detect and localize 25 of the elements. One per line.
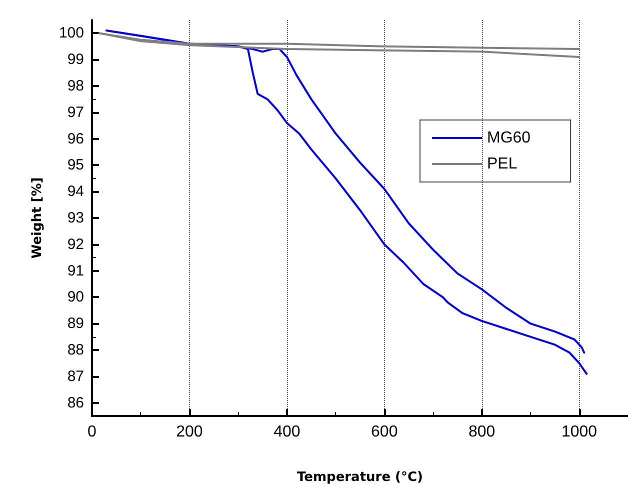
y-tick-label: 96 bbox=[67, 130, 84, 148]
x-tick-label: 1000 bbox=[561, 424, 598, 440]
y-axis-title: Weight [%] bbox=[30, 177, 45, 259]
y-tick-label: 97 bbox=[67, 104, 84, 121]
x-tick-label: 0 bbox=[88, 424, 97, 440]
y-tick-label: 90 bbox=[67, 288, 84, 306]
y-tick-label: 88 bbox=[67, 342, 84, 358]
y-tick-label: 91 bbox=[67, 262, 84, 280]
y-tick-label: 87 bbox=[67, 368, 84, 385]
y-tick-label: 100 bbox=[58, 24, 84, 42]
legend-label: PEL bbox=[487, 156, 518, 172]
x-tick-label: 400 bbox=[274, 424, 300, 440]
y-tick-label: 89 bbox=[67, 315, 84, 332]
y-tick-label: 98 bbox=[67, 78, 84, 94]
x-axis-title: Temperature (°C) bbox=[297, 470, 423, 485]
x-tick-label: 800 bbox=[468, 424, 496, 440]
x-tick-label: 200 bbox=[176, 424, 203, 440]
y-tick-label: 92 bbox=[67, 236, 84, 253]
y-tick-label: 93 bbox=[67, 210, 84, 226]
legend-label: MG60 bbox=[487, 130, 531, 146]
y-tick-label: 94 bbox=[67, 183, 84, 200]
y-tick-label: 95 bbox=[67, 156, 84, 174]
y-tick-label: 99 bbox=[67, 51, 84, 68]
x-tick-label: 600 bbox=[371, 424, 398, 440]
y-tick-label: 86 bbox=[67, 394, 84, 412]
